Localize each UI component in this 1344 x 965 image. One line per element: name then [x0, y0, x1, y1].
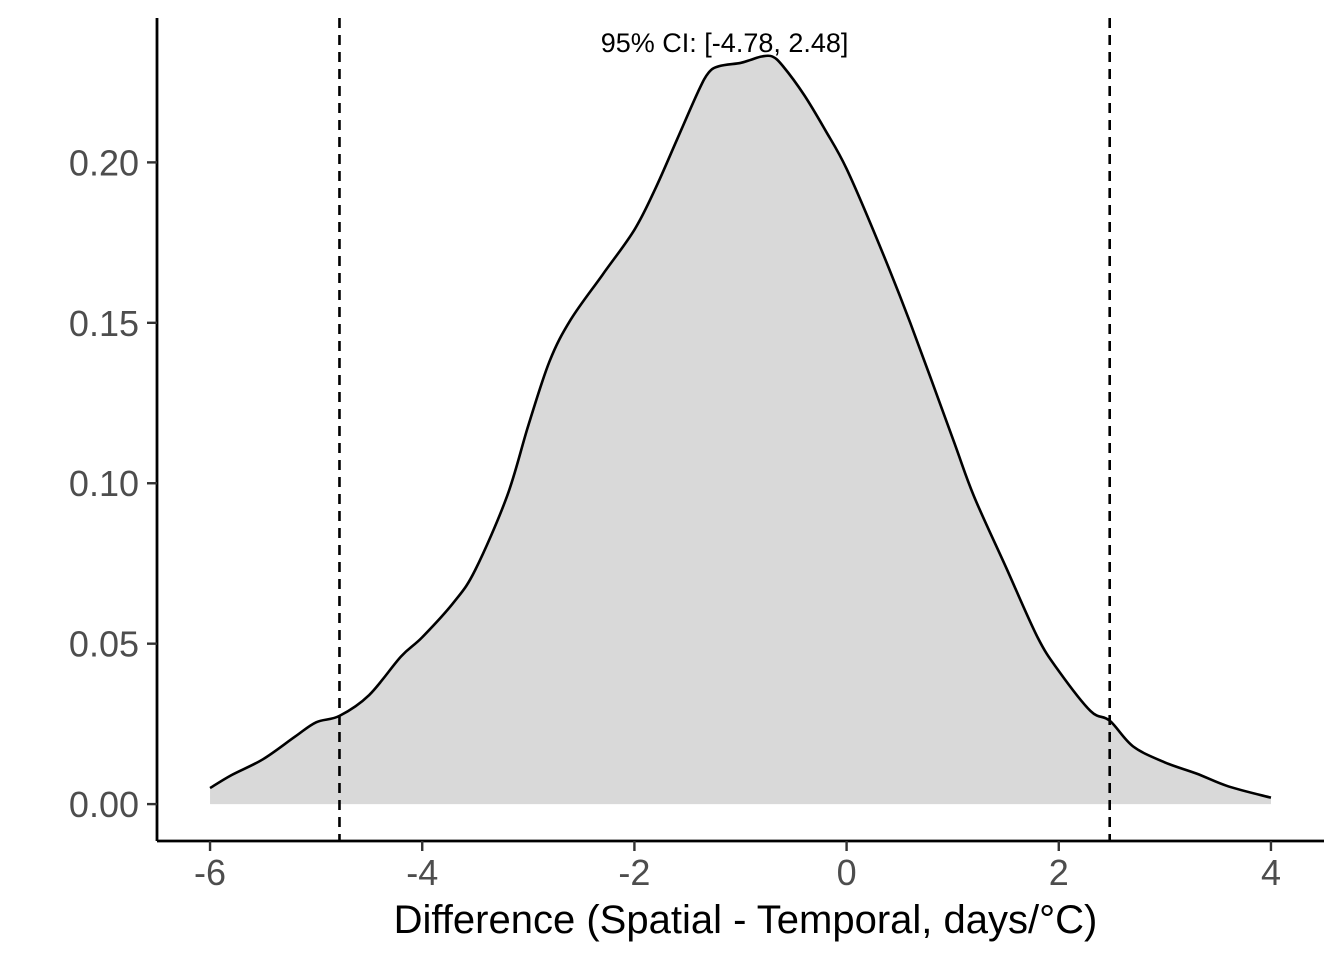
axes-layer — [155, 18, 1324, 843]
x-tick-label: 2 — [1049, 852, 1069, 893]
x-tick-label: 0 — [837, 852, 857, 893]
density-area — [210, 55, 1271, 805]
y-tick-label: 0.00 — [69, 784, 139, 825]
x-tick-label: -2 — [618, 852, 650, 893]
density-line-layer — [209, 54, 1272, 799]
density-curve — [209, 54, 1272, 799]
text-layer: -6 -4 -2 0 2 4 0.00 0.05 0.10 0.15 0.20 Difference … — [69, 28, 1281, 942]
y-tick-label: 0.20 — [69, 142, 139, 183]
x-tick-label: 4 — [1261, 852, 1281, 893]
y-tick-label: 0.10 — [69, 463, 139, 504]
x-axis-title: Difference (Spatial - Temporal, days/°C) — [394, 898, 1098, 942]
y-tick-label: 0.05 — [69, 624, 139, 665]
density-area-layer — [210, 55, 1271, 805]
x-tick-label: -4 — [406, 852, 438, 893]
ticks-layer — [147, 161, 1273, 851]
y-tick-label: 0.15 — [69, 303, 139, 344]
x-tick-label: -6 — [194, 852, 226, 893]
ci-lines-layer — [338, 18, 1111, 841]
ci-annotation: 95% CI: [-4.78, 2.48] — [601, 28, 849, 58]
